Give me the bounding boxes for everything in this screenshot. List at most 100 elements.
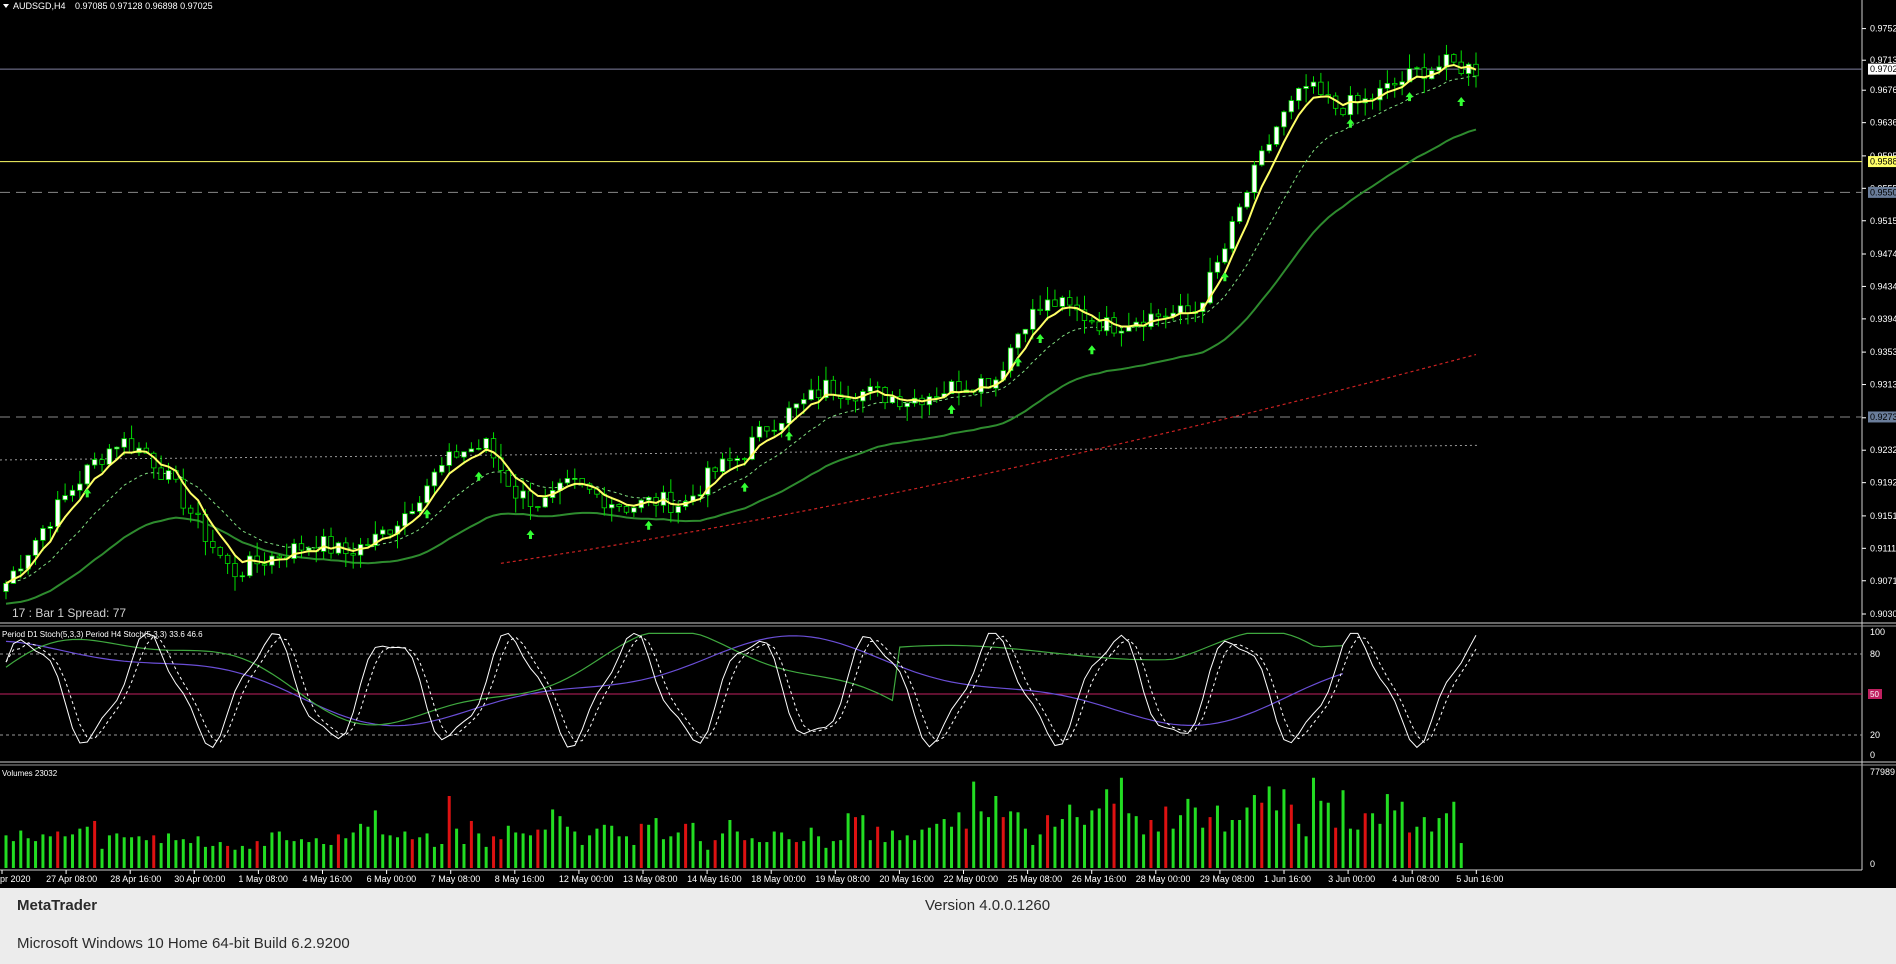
candle-body [239,575,246,578]
volume-bar [602,824,606,868]
candle-body [734,458,740,461]
candle-body [771,429,777,432]
volume-bar [78,828,82,868]
volume-bar [26,838,30,868]
stoch-axis-0: 0 [1870,750,1875,760]
stoch-d1-main [5,635,1344,727]
candle-body [1421,67,1427,80]
volume-bar [56,831,60,868]
volume-bar [85,826,89,868]
volume-bar [514,832,518,868]
volume-bar [1341,790,1345,868]
volume-bar [277,831,281,868]
candle-body [77,483,83,491]
volume-bar [484,846,488,868]
candle-body [616,504,622,507]
stoch-h4-signal [5,635,1477,744]
volume-bar [226,845,230,868]
price-tick-label: 0.9192 [1870,478,1896,488]
volume-bar [536,829,540,868]
candle-body [365,544,371,546]
volume-bar [11,841,15,868]
candle-body [158,467,164,480]
candle-body [1081,309,1088,321]
volume-bar [1385,794,1389,868]
candle-body [1177,305,1184,314]
volume-bar [107,835,111,868]
volume-bar [1060,819,1064,868]
candle-body [1303,86,1309,89]
time-tick-label: 7 May 08:00 [431,874,481,884]
time-tick-label: 4 Jun 08:00 [1392,874,1439,884]
candle-body [461,451,467,458]
volume-bar [632,844,636,868]
price-tick-label: 0.9353 [1870,347,1896,357]
volume-bar [1038,834,1042,868]
candle-body [742,458,748,461]
candle-body [1229,221,1235,250]
volume-bar [772,831,776,868]
volume-bar [440,844,444,868]
candle-body [261,563,268,566]
volume-bar [447,796,451,868]
price-chart[interactable]: AUDSGD,H4 0.97085 0.97128 0.96898 0.9702… [0,0,1896,888]
volume-bar [1208,817,1212,868]
volume-bar [1238,820,1242,868]
volume-bar [639,823,643,868]
price-tick-label: 0.9713 [1870,55,1896,65]
volume-bar [809,827,813,868]
candle-body [867,386,873,392]
candle-body [904,402,910,408]
volume-bar [713,840,717,868]
candle-body [948,381,955,395]
volume-bar [1408,832,1412,868]
volume-bar [913,840,917,868]
candle-body [320,536,327,552]
stoch-d1-signal [5,632,1344,726]
candle-body [712,467,718,473]
candle-body [1392,83,1398,86]
candle-body [520,490,526,499]
volume-bar [1075,817,1079,868]
volume-bar [1193,807,1197,868]
candle-body [1347,94,1354,116]
stoch-axis-20: 20 [1870,730,1880,740]
volume-bar [1046,815,1050,868]
candle-body [1414,67,1420,70]
candle-body [889,396,896,404]
volume-bar [1400,801,1404,868]
candle-body [1273,126,1280,145]
candle-body [564,478,571,484]
volume-bar [403,831,407,868]
candle-body [483,438,489,449]
volume-bar [1311,777,1315,868]
candle-body [1037,308,1043,312]
time-tick-label: 30 Apr 00:00 [174,874,225,884]
candle-body [291,543,297,559]
volume-bar [137,836,141,868]
price-tick-label: 0.9474 [1870,249,1896,259]
volume-bar [455,828,459,868]
volume-bar [1393,810,1397,868]
candle-body [764,426,770,432]
candle-body [756,426,763,438]
level-yellow-tag-text: 0.9588 [1870,157,1896,167]
volume-bar [1267,786,1271,868]
candle-body [446,451,452,466]
candle-body [1015,333,1021,349]
up-arrow-icon [83,488,92,498]
volume-panel: Volumes 23032 77989 0 [2,767,1895,869]
volume-bar [1149,820,1153,868]
volume-bar [1371,813,1375,868]
volume-bar [986,817,990,868]
level-tags: 0.9702 0.9588 0.9550 0.9273 [1868,63,1896,423]
volume-bar [595,828,599,868]
time-tick-label: 8 May 16:00 [495,874,545,884]
up-arrow-icon [1014,357,1023,367]
volume-bar [765,842,769,868]
volume-bar [388,835,392,868]
candle-body [749,436,755,460]
volume-bar [654,818,658,868]
candle-body [1207,271,1213,304]
signal-arrows [83,92,1466,539]
